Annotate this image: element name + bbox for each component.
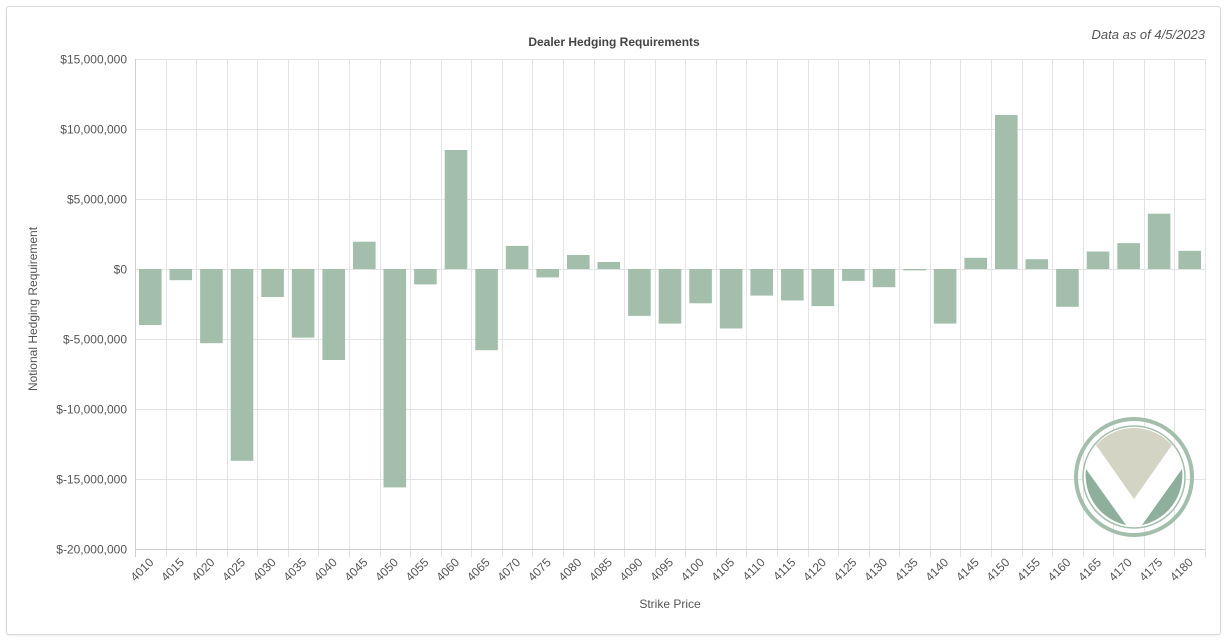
chart-container: $15,000,000 $10,000,000 $5,000,000 $0 $-5,00… bbox=[6, 6, 1221, 635]
x-tick-label: 4125 bbox=[831, 555, 860, 584]
bar-4055[interactable] bbox=[414, 269, 437, 285]
y-tick-label: $-5,000,000 bbox=[63, 333, 127, 347]
bar-4135[interactable] bbox=[903, 269, 926, 271]
x-tick-label: 4165 bbox=[1075, 555, 1104, 584]
bar-4120[interactable] bbox=[811, 269, 835, 307]
x-tick-label: 4135 bbox=[892, 555, 921, 584]
x-tick-label: 4180 bbox=[1167, 555, 1196, 584]
bar-4150[interactable] bbox=[995, 115, 1018, 269]
x-tick-label: 4130 bbox=[861, 555, 890, 584]
bar-4085[interactable] bbox=[597, 262, 621, 269]
y-tick-label: $-15,000,000 bbox=[56, 473, 127, 487]
x-tick-label: 4055 bbox=[403, 555, 432, 584]
bar-4025[interactable] bbox=[230, 269, 254, 461]
x-tick-label: 4110 bbox=[740, 555, 768, 583]
bar-4070[interactable] bbox=[505, 245, 529, 269]
x-tick-label: 4065 bbox=[464, 555, 493, 584]
y-tick-label: $-20,000,000 bbox=[56, 543, 127, 557]
bar-4045[interactable] bbox=[353, 241, 376, 269]
bar-4090[interactable] bbox=[628, 269, 651, 316]
bar-4105[interactable] bbox=[719, 269, 743, 329]
x-tick-label: 4175 bbox=[1136, 555, 1165, 584]
x-tick-label: 4085 bbox=[586, 555, 615, 584]
bar-4095[interactable] bbox=[658, 269, 682, 324]
bar-4165[interactable] bbox=[1086, 251, 1110, 270]
x-tick-label: 4040 bbox=[311, 555, 340, 584]
y-tick-label: $5,000,000 bbox=[67, 193, 127, 207]
x-tick-label: 4100 bbox=[678, 555, 707, 584]
bar-4160[interactable] bbox=[1056, 269, 1079, 307]
bar-4130[interactable] bbox=[872, 269, 896, 288]
x-tick-label: 4170 bbox=[1106, 555, 1135, 584]
bar-4145[interactable] bbox=[964, 257, 987, 269]
bar-4020[interactable] bbox=[200, 269, 223, 344]
bar-4110[interactable] bbox=[750, 269, 773, 296]
x-tick-label: 4140 bbox=[922, 555, 951, 584]
x-tick-label: 4105 bbox=[708, 555, 737, 584]
brand-v-logo-icon bbox=[1074, 417, 1194, 537]
y-tick-label: $0 bbox=[114, 263, 128, 277]
x-tick-label: 4145 bbox=[953, 555, 982, 584]
bar-4040[interactable] bbox=[322, 269, 345, 360]
x-axis-ticks: 4010 4015 4020 4025 4030 4035 4040 4045 4050 4055… bbox=[128, 555, 1196, 584]
bar-4180[interactable] bbox=[1178, 250, 1201, 269]
x-axis-label: Strike Price bbox=[639, 597, 701, 611]
y-tick-label: $10,000,000 bbox=[60, 123, 127, 137]
data-as-of-label: Data as of 4/5/2023 bbox=[1092, 27, 1206, 42]
bar-layer bbox=[139, 115, 1201, 488]
y-tick-label: $-10,000,000 bbox=[56, 403, 127, 417]
bar-4155[interactable] bbox=[1025, 259, 1049, 269]
bar-4035[interactable] bbox=[291, 269, 315, 338]
x-tick-label: 4015 bbox=[158, 555, 187, 584]
bar-chart: $15,000,000 $10,000,000 $5,000,000 $0 $-5,00… bbox=[26, 27, 1206, 611]
bar-4065[interactable] bbox=[475, 269, 498, 351]
x-tick-label: 4050 bbox=[372, 555, 401, 584]
x-tick-label: 4080 bbox=[556, 555, 585, 584]
bar-4125[interactable] bbox=[842, 269, 865, 281]
x-tick-label: 4120 bbox=[800, 555, 829, 584]
x-tick-label: 4155 bbox=[1014, 555, 1043, 584]
x-tick-label: 4075 bbox=[525, 555, 554, 584]
bar-4175[interactable] bbox=[1147, 213, 1171, 269]
bar-4080[interactable] bbox=[567, 255, 590, 269]
y-axis-ticks: $15,000,000 $10,000,000 $5,000,000 $0 $-5,00… bbox=[56, 53, 127, 557]
y-tick-label: $15,000,000 bbox=[60, 53, 127, 67]
bar-4140[interactable] bbox=[933, 269, 957, 324]
x-tick-label: 4070 bbox=[494, 555, 523, 584]
x-tick-label: 4030 bbox=[250, 555, 279, 584]
bar-4170[interactable] bbox=[1117, 243, 1140, 269]
x-tick-label: 4020 bbox=[189, 555, 218, 584]
x-tick-label: 4060 bbox=[433, 555, 462, 584]
x-tick-label: 4090 bbox=[617, 555, 646, 584]
y-axis-label: Notional Hedging Requirement bbox=[26, 226, 40, 391]
x-tick-label: 4115 bbox=[770, 555, 798, 583]
bar-4050[interactable] bbox=[383, 269, 407, 488]
x-tick-label: 4010 bbox=[128, 555, 157, 584]
x-tick-label: 4025 bbox=[219, 555, 248, 584]
x-tick-label: 4035 bbox=[280, 555, 309, 584]
x-tick-label: 4045 bbox=[342, 555, 371, 584]
x-tick-label: 4095 bbox=[647, 555, 676, 584]
bar-4015[interactable] bbox=[169, 269, 193, 281]
bar-4100[interactable] bbox=[689, 269, 712, 304]
bar-4010[interactable] bbox=[139, 269, 162, 325]
x-tick-label: 4160 bbox=[1045, 555, 1074, 584]
bar-4075[interactable] bbox=[536, 269, 559, 278]
grid-layer bbox=[135, 59, 1206, 557]
chart-title: Dealer Hedging Requirements bbox=[528, 35, 700, 49]
bar-4115[interactable] bbox=[781, 269, 804, 301]
bar-4060[interactable] bbox=[444, 150, 468, 269]
x-tick-label: 4150 bbox=[984, 555, 1013, 584]
bar-4030[interactable] bbox=[261, 269, 284, 297]
